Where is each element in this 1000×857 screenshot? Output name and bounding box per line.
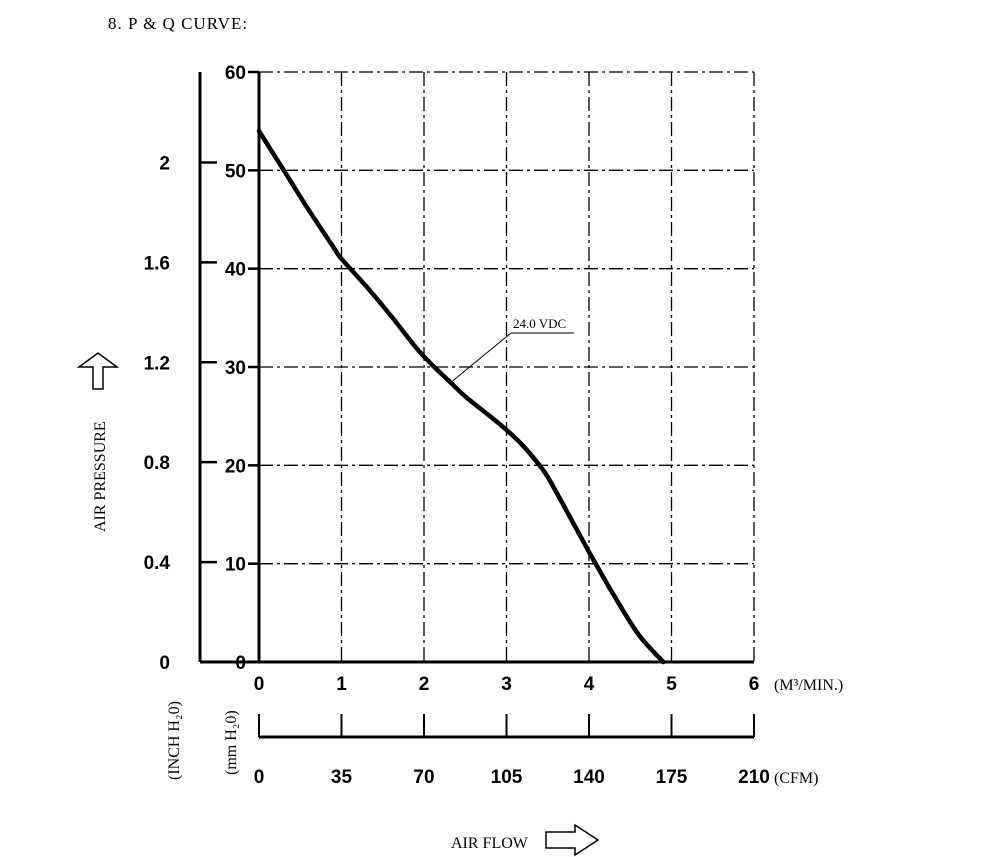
y-tick-label-10: 10 bbox=[225, 555, 246, 576]
x-tick-label-3: 3 bbox=[501, 674, 512, 695]
inch-tick-label-1.6: 1.6 bbox=[144, 253, 170, 274]
cfm-tick-label-70: 70 bbox=[413, 767, 434, 788]
x-axis-label: AIR FLOW bbox=[451, 835, 529, 852]
x-secondary-unit-label: (CFM) bbox=[774, 770, 818, 787]
y-tick-label-40: 40 bbox=[225, 260, 246, 281]
x-tick-label-0: 0 bbox=[254, 674, 265, 695]
inch-tick-label-0.8: 0.8 bbox=[144, 453, 170, 474]
arrow-up-icon bbox=[76, 352, 120, 390]
cfm-tick-label-105: 105 bbox=[491, 767, 523, 788]
inch-tick-label-0.4: 0.4 bbox=[144, 553, 171, 574]
cfm-tick-label-210: 210 bbox=[738, 767, 770, 788]
inch-h2o-unit-label: (INCH H₂0) bbox=[166, 701, 183, 780]
y-tick-label-30: 30 bbox=[225, 358, 246, 379]
horizontal-grid-lines bbox=[259, 71, 754, 565]
inch-tick-label-2: 2 bbox=[159, 153, 170, 174]
annotation-24vdc: 24.0 VDC bbox=[513, 316, 566, 331]
x-tick-label-1: 1 bbox=[336, 674, 347, 695]
x-tick-label-5: 5 bbox=[666, 674, 677, 695]
page-title: 8. P & Q CURVE: bbox=[108, 14, 249, 33]
y-tick-label-0: 0 bbox=[235, 653, 246, 674]
cfm-tick-label-0: 0 bbox=[254, 767, 265, 788]
y-tick-label-50: 50 bbox=[225, 161, 246, 182]
axis-ticks bbox=[200, 70, 755, 737]
inch-tick-label-0: 0 bbox=[159, 653, 170, 674]
cfm-tick-label-140: 140 bbox=[573, 767, 605, 788]
x-tick-label-4: 4 bbox=[584, 674, 595, 695]
x-tick-label-6: 6 bbox=[749, 674, 760, 695]
y-tick-label-20: 20 bbox=[225, 456, 246, 477]
annotation-leader-line bbox=[452, 332, 512, 382]
cfm-tick-label-35: 35 bbox=[331, 767, 353, 788]
x-tick-label-2: 2 bbox=[419, 674, 430, 695]
arrow-right-icon bbox=[545, 823, 600, 857]
series-line-24vdc bbox=[256, 128, 666, 665]
mm-h2o-unit-label: (mm H₂0) bbox=[223, 710, 240, 775]
inch-tick-label-1.2: 1.2 bbox=[144, 353, 170, 374]
x-primary-unit-label: (M³/MIN.) bbox=[774, 677, 843, 694]
cfm-tick-label-175: 175 bbox=[656, 767, 688, 788]
y-tick-label-60: 60 bbox=[225, 63, 246, 84]
y-axis-label: AIR PRESSURE bbox=[92, 421, 109, 532]
